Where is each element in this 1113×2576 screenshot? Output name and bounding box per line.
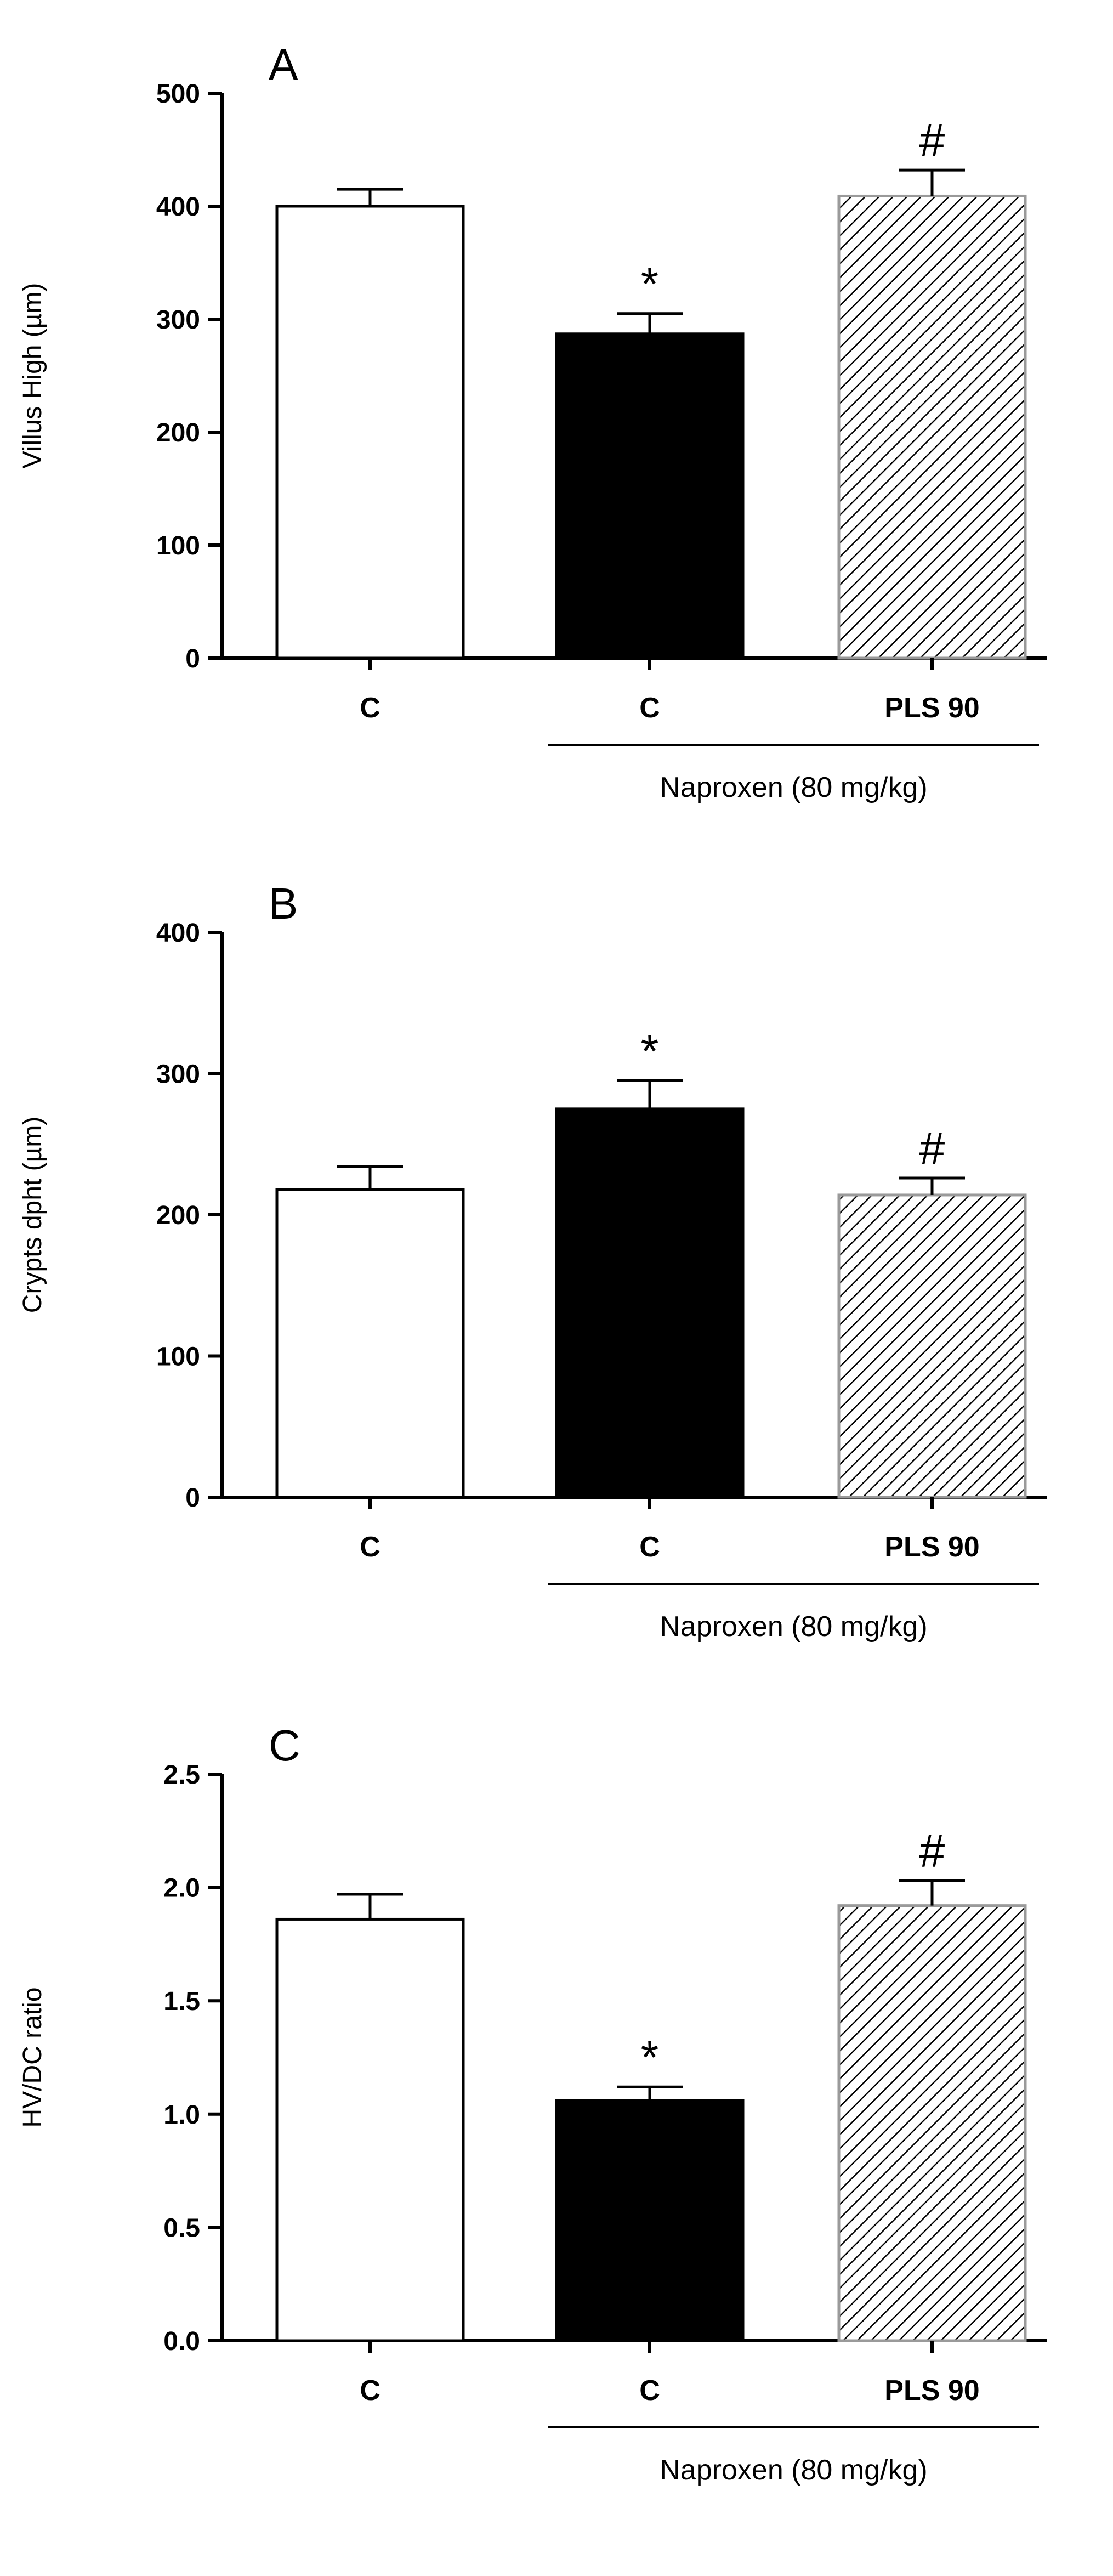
x-tick-label: C: [639, 692, 660, 724]
y-tick-label: 200: [156, 1201, 200, 1230]
y-tick-label: 1.5: [163, 1987, 200, 2016]
y-axis-label: HV/DC ratio: [18, 1987, 47, 2127]
group-label: Naproxen (80 mg/kg): [660, 772, 927, 803]
x-tick-label: PLS 90: [884, 2375, 979, 2407]
y-tick-label: 100: [156, 1343, 200, 1372]
bar: [275, 1917, 465, 2342]
y-tick-label: 500: [156, 80, 200, 109]
x-tick-label: PLS 90: [884, 1531, 979, 1563]
significance-marker: *: [641, 1025, 659, 1077]
chart-panel-b: B Crypts dpht (µm) 0 100 200 300 400 C * C # PLS 90…: [18, 879, 1047, 1643]
bar: [555, 1107, 745, 1499]
significance-marker: #: [919, 115, 945, 166]
panel-letter: A: [269, 40, 298, 89]
x-tick-label: C: [360, 1531, 381, 1563]
y-tick-label: 400: [156, 193, 200, 222]
y-axis-label: Crypts dpht (µm): [18, 1117, 47, 1313]
group-label: Naproxen (80 mg/kg): [660, 2454, 927, 2486]
x-tick-label: C: [360, 2375, 381, 2407]
significance-marker: *: [641, 2031, 659, 2083]
bar: [837, 194, 1027, 660]
y-tick-label: 300: [156, 1060, 200, 1089]
chart-panel-a: A Villus High (µm) 0 100 200 300 400 500 C * C # PLS…: [18, 40, 1047, 803]
y-tick-label: 1.0: [163, 2101, 200, 2130]
significance-marker: *: [641, 258, 659, 310]
bar: [837, 1193, 1027, 1499]
bar: [275, 205, 465, 660]
y-tick-label: 2.5: [163, 1760, 200, 1790]
chart-panel-c: C HV/DC ratio 0.0 0.5 1.0 1.5 2.0 2.5 C * C # PLS 90…: [18, 1721, 1047, 2486]
x-tick-label: PLS 90: [884, 692, 979, 724]
group-label: Naproxen (80 mg/kg): [660, 1611, 927, 1643]
y-tick-label: 100: [156, 531, 200, 561]
bar: [837, 1904, 1027, 2342]
y-tick-label: 2.0: [163, 1874, 200, 1903]
y-tick-label: 0: [185, 644, 200, 673]
significance-marker: #: [919, 1825, 945, 1877]
bar: [275, 1188, 465, 1499]
y-tick-label: 0.5: [163, 2213, 200, 2243]
significance-marker: #: [919, 1123, 945, 1174]
y-tick-label: 0.0: [163, 2327, 200, 2356]
panel-letter: B: [269, 879, 298, 928]
x-tick-label: C: [360, 692, 381, 724]
bar: [555, 332, 745, 660]
y-tick-label: 300: [156, 305, 200, 335]
y-tick-label: 200: [156, 418, 200, 448]
y-tick-label: 400: [156, 919, 200, 948]
x-tick-label: C: [639, 2375, 660, 2407]
bar: [555, 2099, 745, 2342]
x-tick-label: C: [639, 1531, 660, 1563]
y-axis-label: Villus High (µm): [18, 283, 47, 469]
y-tick-label: 0: [185, 1484, 200, 1513]
panel-letter: C: [269, 1721, 300, 1770]
